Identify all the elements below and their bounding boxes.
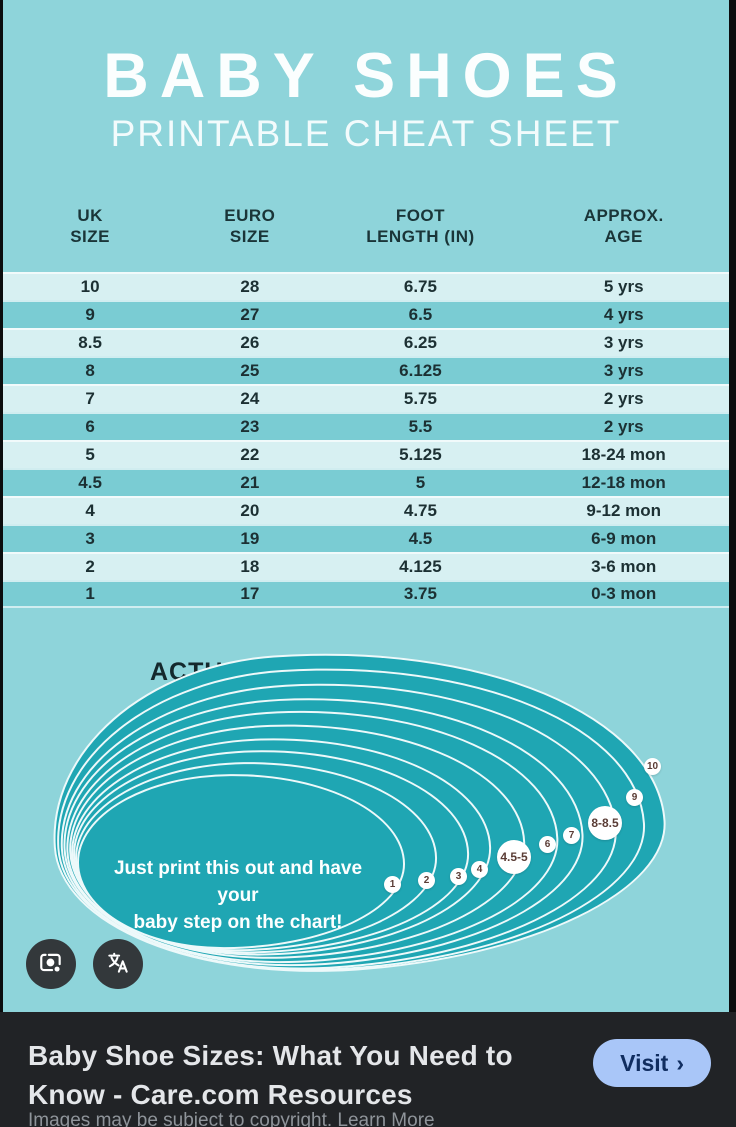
visit-button[interactable]: Visit › — [593, 1039, 711, 1087]
size-table: UK SIZE EURO SIZE FOOT LENGTH (IN) APPROX. A… — [3, 205, 729, 608]
col-header-euro-size: EURO SIZE — [224, 206, 276, 246]
result-title-link[interactable]: Baby Shoe Sizes: What You Need to Know -… — [28, 1040, 513, 1110]
col-header-approx-age: APPROX. AGE — [583, 206, 664, 246]
size-marker-6: 6 — [539, 836, 556, 853]
table-row: 3 19 4.5 6-9 mon — [3, 524, 729, 552]
table-row: 4 20 4.75 9-12 mon — [3, 496, 729, 524]
copyright-note[interactable]: Images may be subject to copyright. Lear… — [28, 1110, 435, 1127]
table-row: 2 18 4.125 3-6 mon — [3, 552, 729, 580]
table-row: 10 28 6.75 5 yrs — [3, 272, 729, 300]
result-caption-sheet: Baby Shoe Sizes: What You Need to Know -… — [0, 1012, 736, 1127]
table-row: 8 25 6.125 3 yrs — [3, 356, 729, 384]
table-row: 5 22 5.125 18-24 mon — [3, 440, 729, 468]
table-row: 1 17 3.75 0-3 mon — [3, 580, 729, 608]
table-row: 7 24 5.75 2 yrs — [3, 384, 729, 412]
result-image[interactable]: BABY SHOES PRINTABLE CHEAT SHEET UK SIZE … — [3, 0, 729, 1012]
infographic-title: BABY SHOES — [103, 41, 629, 111]
size-marker-4: 4 — [471, 861, 488, 878]
table-row: 4.5 21 5 12-18 mon — [3, 468, 729, 496]
size-marker-3: 3 — [450, 868, 467, 885]
size-marker-2: 2 — [418, 872, 435, 889]
size-marker-9: 9 — [626, 789, 643, 806]
foot-print-note: Just print this out and have your baby s… — [113, 858, 363, 933]
google-lens-button[interactable] — [26, 939, 76, 989]
size-table-header: UK SIZE EURO SIZE FOOT LENGTH (IN) APPROX. A… — [3, 205, 729, 265]
size-marker-7: 7 — [563, 827, 580, 844]
col-header-uk-size: UK SIZE — [70, 206, 111, 246]
table-row: 8.5 26 6.25 3 yrs — [3, 328, 729, 356]
col-header-foot-length: FOOT LENGTH (IN) — [366, 206, 475, 246]
google-lens-icon — [38, 950, 64, 979]
translate-button[interactable] — [93, 939, 143, 989]
infographic-subtitle: PRINTABLE CHEAT SHEET — [110, 113, 622, 154]
translate-icon — [105, 950, 131, 979]
chevron-right-icon: › — [676, 1049, 684, 1076]
size-marker-8-to-8-5: 8-8.5 — [588, 806, 622, 840]
size-marker-10: 10 — [644, 758, 661, 775]
table-row: 6 23 5.5 2 yrs — [3, 412, 729, 440]
size-marker-4-5-to-5: 4.5-5 — [497, 840, 531, 874]
table-row: 9 27 6.5 4 yrs — [3, 300, 729, 328]
size-marker-1: 1 — [384, 876, 401, 893]
